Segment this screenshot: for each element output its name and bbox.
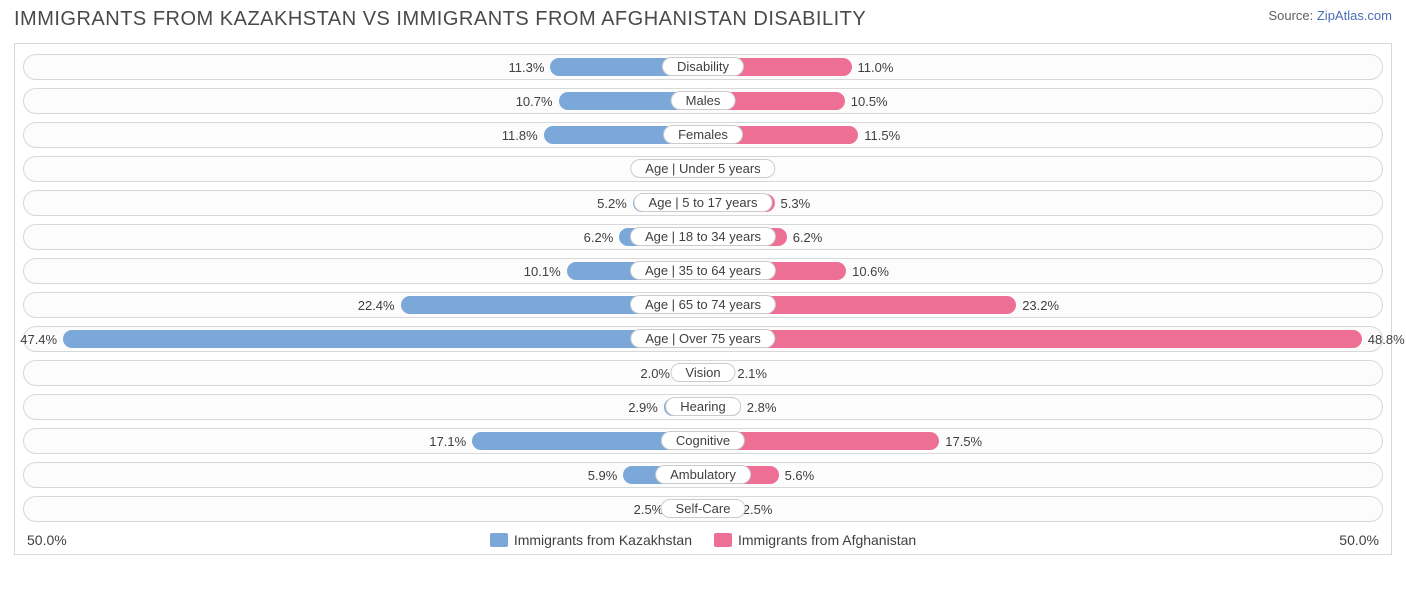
right-half: 2.5% [703, 498, 1378, 520]
value-left: 6.2% [578, 226, 620, 248]
value-right: 2.8% [741, 396, 783, 418]
category-label: Hearing [665, 397, 741, 416]
value-left: 22.4% [352, 294, 401, 316]
chart-title: IMMIGRANTS FROM KAZAKHSTAN VS IMMIGRANTS… [14, 8, 866, 31]
category-label: Ambulatory [655, 465, 751, 484]
value-left: 11.8% [496, 124, 544, 146]
value-right: 10.5% [845, 90, 894, 112]
category-label: Age | 35 to 64 years [630, 261, 776, 280]
value-right: 11.5% [858, 124, 906, 146]
left-half: 10.7% [28, 90, 703, 112]
value-right: 5.6% [779, 464, 821, 486]
chart-row: 6.2% 6.2% Age | 18 to 34 years [23, 224, 1383, 250]
right-half: 10.5% [703, 90, 1378, 112]
value-left: 5.2% [591, 192, 633, 214]
category-label: Females [663, 125, 743, 144]
chart-row: 1.1%0.91%Age | Under 5 years [23, 156, 1383, 182]
right-half: 11.5% [703, 124, 1378, 146]
left-half: 5.9% [28, 464, 703, 486]
chart-row: 22.4% 23.2% Age | 65 to 74 years [23, 292, 1383, 318]
category-label: Males [671, 91, 736, 110]
right-half: 5.3% [703, 192, 1378, 214]
chart-row: 10.7% 10.5% Males [23, 88, 1383, 114]
value-left: 5.9% [582, 464, 624, 486]
legend-label-kazakhstan: Immigrants from Kazakhstan [514, 532, 692, 548]
swatch-kazakhstan [490, 533, 508, 547]
category-label: Cognitive [661, 431, 745, 450]
value-right: 11.0% [852, 56, 900, 78]
left-half: 5.2% [28, 192, 703, 214]
category-label: Age | 18 to 34 years [630, 227, 776, 246]
left-half: 11.8% [28, 124, 703, 146]
value-right: 10.6% [846, 260, 895, 282]
right-half: 2.1% [703, 362, 1378, 384]
chart-row: 2.5%2.5%Self-Care [23, 496, 1383, 522]
value-right: 23.2% [1016, 294, 1065, 316]
value-left: 2.9% [622, 396, 664, 418]
right-half: 48.8% [703, 328, 1378, 350]
source-prefix: Source: [1268, 8, 1316, 23]
chart-row: 2.0% 2.1%Vision [23, 360, 1383, 386]
chart-footer: 50.0% Immigrants from Kazakhstan Immigra… [23, 530, 1383, 548]
right-half: 6.2% [703, 226, 1378, 248]
chart-area: 11.3% 11.0% Disability 10.7% 10.5% Males 11.8%… [14, 43, 1392, 555]
chart-row: 11.8% 11.5% Females [23, 122, 1383, 148]
value-right: 6.2% [787, 226, 829, 248]
value-right: 2.1% [731, 362, 773, 384]
value-left: 10.7% [510, 90, 559, 112]
chart-row: 17.1% 17.5% Cognitive [23, 428, 1383, 454]
left-half: 17.1% [28, 430, 703, 452]
chart-row: 2.9% 2.8%Hearing [23, 394, 1383, 420]
legend-item-afghanistan: Immigrants from Afghanistan [714, 532, 916, 548]
left-half: 11.3% [28, 56, 703, 78]
value-left: 11.3% [503, 56, 551, 78]
left-half: 2.5% [28, 498, 703, 520]
chart-row: 5.9% 5.6% Ambulatory [23, 462, 1383, 488]
category-label: Disability [662, 57, 744, 76]
source-attribution: Source: ZipAtlas.com [1268, 8, 1392, 23]
left-half: 22.4% [28, 294, 703, 316]
chart-row: 47.4%48.8%Age | Over 75 years [23, 326, 1383, 352]
left-half: 2.9% [28, 396, 703, 418]
chart-row: 11.3% 11.0% Disability [23, 54, 1383, 80]
right-half: 17.5% [703, 430, 1378, 452]
category-label: Age | Over 75 years [630, 329, 775, 348]
value-left: 17.1% [423, 430, 472, 452]
value-left: 10.1% [518, 260, 567, 282]
right-half: 0.91% [703, 158, 1378, 180]
right-half: 23.2% [703, 294, 1378, 316]
category-label: Age | 5 to 17 years [634, 193, 773, 212]
left-half: 47.4% [28, 328, 703, 350]
swatch-afghanistan [714, 533, 732, 547]
right-half: 2.8% [703, 396, 1378, 418]
value-left: 47.4% [14, 328, 63, 350]
chart-row: 10.1% 10.6% Age | 35 to 64 years [23, 258, 1383, 284]
value-right: 17.5% [939, 430, 988, 452]
left-half: 10.1% [28, 260, 703, 282]
right-half: 10.6% [703, 260, 1378, 282]
category-label: Vision [670, 363, 735, 382]
bar-right [703, 330, 1362, 348]
source-link[interactable]: ZipAtlas.com [1317, 8, 1392, 23]
legend-item-kazakhstan: Immigrants from Kazakhstan [490, 532, 692, 548]
left-half: 2.0% [28, 362, 703, 384]
bar-left [63, 330, 703, 348]
legend-label-afghanistan: Immigrants from Afghanistan [738, 532, 916, 548]
right-half: 5.6% [703, 464, 1378, 486]
left-half: 6.2% [28, 226, 703, 248]
value-right: 48.8% [1362, 328, 1406, 350]
right-half: 11.0% [703, 56, 1378, 78]
value-right: 5.3% [775, 192, 817, 214]
axis-max-right: 50.0% [1339, 532, 1379, 548]
legend: Immigrants from Kazakhstan Immigrants fr… [490, 532, 916, 548]
axis-max-left: 50.0% [27, 532, 67, 548]
category-label: Age | Under 5 years [630, 159, 775, 178]
category-label: Self-Care [661, 499, 746, 518]
rows-host: 11.3% 11.0% Disability 10.7% 10.5% Males 11.8%… [23, 54, 1383, 522]
chart-row: 5.2% 5.3%Age | 5 to 17 years [23, 190, 1383, 216]
category-label: Age | 65 to 74 years [630, 295, 776, 314]
left-half: 1.1% [28, 158, 703, 180]
